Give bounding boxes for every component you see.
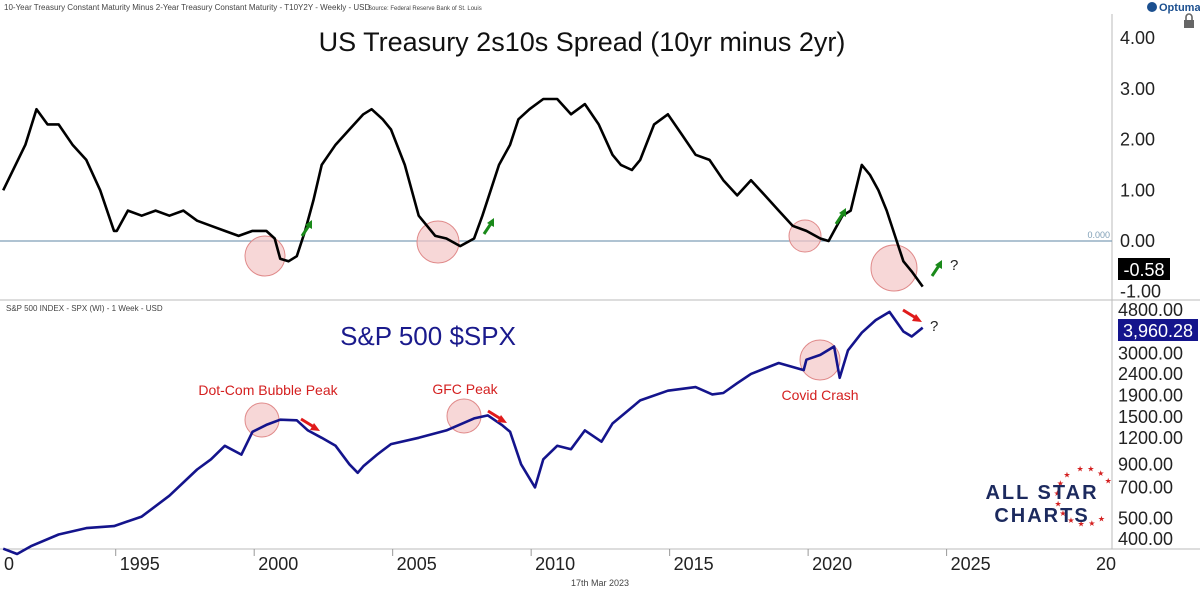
spread-y-tick-label: 0.00	[1120, 231, 1155, 251]
spx-y-tick-label: 900.00	[1118, 454, 1173, 474]
series-caption: 10-Year Treasury Constant Maturity Minus…	[4, 3, 370, 12]
spx-y-tick-label: 1500.00	[1118, 407, 1183, 427]
x-tick-label: 2020	[812, 554, 852, 574]
up-arrows	[300, 208, 942, 277]
spread-y-tick-label: 4.00	[1120, 28, 1155, 48]
highlight-circle-2006	[416, 220, 460, 264]
x-tick-label: 0	[4, 554, 14, 574]
spread-last-value: -0.58	[1118, 258, 1170, 280]
highlight-circle-2022	[870, 244, 918, 292]
x-tick-label: 2010	[535, 554, 575, 574]
arrow-down-icon	[487, 409, 507, 423]
annotation-covid: Covid Crash	[781, 387, 858, 403]
star-icon: ★	[1088, 519, 1095, 528]
spread-y-tick-label: 2.00	[1120, 130, 1155, 150]
star-icon: ★	[1097, 469, 1104, 478]
annotation-gfc: GFC Peak	[432, 381, 498, 397]
source-caption: Source: Federal Reserve Bank of St. Loui…	[368, 6, 482, 12]
x-tick-label: 2005	[397, 554, 437, 574]
lock-body	[1184, 20, 1194, 28]
arrow-up-icon	[300, 220, 312, 237]
spread-highlights	[244, 219, 918, 292]
optuma-logo-icon	[1147, 2, 1157, 12]
spread-last-value-text: -0.58	[1123, 260, 1164, 280]
footer-date: 17th Mar 2023	[571, 578, 629, 588]
brand-text: Optuma	[1159, 2, 1200, 14]
x-tick-label: 2000	[258, 554, 298, 574]
star-icon: ★	[1057, 479, 1064, 488]
star-icon: ★	[1054, 489, 1061, 498]
spx-last-value-text: 3,960.28	[1123, 321, 1193, 341]
star-icon: ★	[1098, 515, 1105, 524]
spx-y-tick-label: 4800.00	[1118, 300, 1183, 320]
spx-series-line	[2, 310, 924, 556]
down-arrows	[300, 308, 922, 431]
spx-y-tick-label: 500.00	[1118, 508, 1173, 528]
spread-y-tick-label: 3.00	[1120, 79, 1155, 99]
spx-y-tick-label: 1200.00	[1118, 428, 1183, 448]
arrow-up-icon	[834, 208, 846, 225]
logo-line-1: ALL STAR	[985, 482, 1098, 504]
spx-y-tick-label: 700.00	[1118, 477, 1173, 497]
x-tick-label: 20	[1096, 554, 1116, 574]
spx-question-mark: ?	[930, 318, 938, 335]
spx-y-axis: 4800.00 3000.002400.001900.001500.001200.…	[1118, 300, 1183, 549]
spx-subtitle: S&P 500 INDEX - SPX (WI) - 1 Week - USD	[6, 304, 163, 313]
spread-y-axis: 4.00 3.00 2.00 1.00 0.00 -1.00	[1120, 28, 1161, 302]
spx-y-tick-label: 2400.00	[1118, 364, 1183, 384]
arrow-down-icon	[902, 308, 922, 322]
zero-reference-label: 0.000	[1087, 230, 1110, 240]
spread-y-tick-label: -1.00	[1120, 282, 1161, 302]
spread-chart-title: US Treasury 2s10s Spread (10yr minus 2yr…	[319, 27, 846, 57]
star-icon: ★	[1063, 471, 1070, 480]
spx-chart-title: S&P 500 $SPX	[340, 321, 516, 351]
star-icon: ★	[1067, 516, 1074, 525]
lock-shackle	[1185, 13, 1193, 20]
star-icon: ★	[1054, 500, 1061, 509]
x-tick-label: 2025	[951, 554, 991, 574]
spx-y-tick-label: 3000.00	[1118, 343, 1183, 363]
all-star-charts-logo: ★ ★ ★★★★★★★★★★★ ALL STAR CHARTS	[985, 464, 1111, 528]
logo-line-2: CHARTS	[994, 505, 1089, 527]
x-tick-label: 1995	[120, 554, 160, 574]
spx-highlights	[244, 339, 841, 438]
optuma-brand: Optuma	[1147, 2, 1200, 14]
lock-icon[interactable]	[1184, 13, 1194, 28]
star-icon: ★	[1059, 509, 1066, 518]
spx-y-tick-label: 400.00	[1118, 529, 1173, 549]
x-axis: 0 1995 2000 2005 2010 2015 2020 2025 20	[4, 549, 1116, 574]
spx-y-tick-label: 1900.00	[1118, 385, 1183, 405]
star-icon: ★	[1087, 465, 1094, 474]
spx-last-value-bg	[1118, 319, 1198, 341]
spread-last-value-bg	[1118, 258, 1170, 280]
star-icon: ★	[1077, 464, 1084, 473]
spread-series-line	[2, 97, 924, 288]
arrow-up-icon	[482, 218, 494, 235]
arrow-up-icon	[930, 260, 942, 277]
highlight-circle-dotcom	[244, 402, 280, 438]
spread-y-tick-label: 1.00	[1120, 180, 1155, 200]
star-icon: ★	[1105, 476, 1112, 485]
star-ring-icon: ★ ★ ★★★★★★★★★★★	[1054, 464, 1112, 528]
spx-last-value: 3,960.28	[1118, 319, 1198, 341]
x-tick-label: 2015	[674, 554, 714, 574]
annotation-dotcom: Dot-Com Bubble Peak	[198, 382, 338, 398]
arrow-down-icon	[300, 417, 320, 431]
spread-question-mark: ?	[950, 257, 958, 274]
star-icon: ★	[1078, 520, 1085, 529]
highlight-circle-2000	[244, 235, 286, 277]
